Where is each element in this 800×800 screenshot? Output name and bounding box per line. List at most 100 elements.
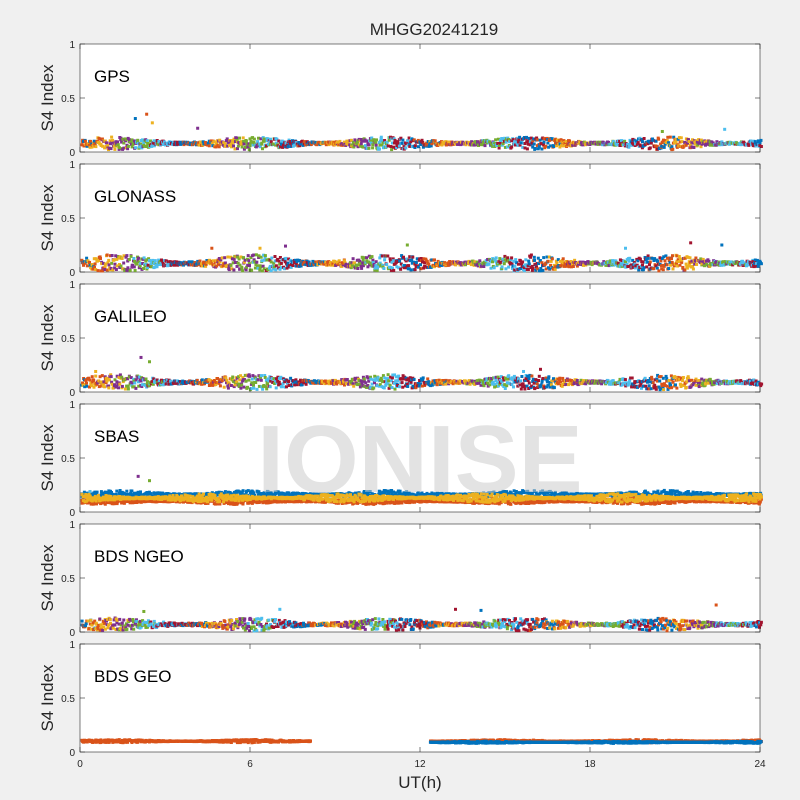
data-point [137, 266, 141, 270]
data-point [669, 383, 672, 387]
data-point [120, 257, 124, 260]
data-point [531, 139, 535, 143]
data-point [526, 379, 530, 382]
data-point [265, 144, 268, 148]
data-point [235, 264, 239, 268]
data-point [618, 377, 622, 381]
data-point [379, 135, 383, 139]
data-point [235, 136, 239, 140]
data-point [297, 380, 301, 384]
data-point [401, 385, 405, 389]
data-point [120, 384, 124, 388]
data-point [530, 268, 534, 272]
data-point [372, 386, 376, 390]
data-point [428, 140, 432, 144]
data-point [500, 265, 504, 269]
data-point [136, 138, 140, 142]
data-point [564, 382, 568, 386]
data-point [115, 384, 118, 388]
data-point [166, 260, 170, 264]
data-point [302, 381, 306, 385]
data-point [110, 261, 114, 265]
data-point [125, 254, 129, 258]
data-point [539, 142, 543, 146]
data-point [233, 383, 237, 387]
data-point [251, 136, 255, 140]
data-point [746, 379, 750, 383]
data-point [226, 140, 230, 144]
data-point-outlier [689, 241, 693, 245]
data-point [140, 267, 144, 271]
data-point [113, 262, 117, 266]
data-point [633, 381, 637, 385]
data-point [85, 384, 89, 388]
data-point [242, 140, 246, 143]
data-point [618, 265, 622, 269]
data-point [625, 262, 629, 266]
data-point [157, 258, 161, 262]
data-point [692, 146, 696, 149]
data-point [433, 139, 437, 143]
data-point [226, 490, 230, 494]
data-point [389, 145, 393, 148]
data-point [495, 264, 499, 268]
data-point [502, 385, 506, 388]
data-point [390, 260, 394, 264]
data-point [527, 387, 531, 390]
data-point [252, 253, 256, 257]
data-point [416, 491, 420, 495]
data-point [679, 136, 683, 140]
data-point [110, 254, 114, 257]
data-point [494, 138, 498, 142]
data-point [491, 380, 495, 384]
data-point [656, 147, 659, 151]
data-point [683, 256, 687, 260]
data-point [146, 263, 150, 267]
data-point [502, 139, 506, 143]
data-point [137, 145, 141, 149]
data-point [698, 379, 702, 382]
data-point [376, 376, 380, 380]
data-point [210, 381, 214, 385]
data-point [537, 145, 541, 149]
data-point [521, 145, 525, 149]
data-point [97, 385, 101, 389]
data-point [643, 376, 647, 380]
data-point [687, 379, 691, 383]
data-point [377, 384, 381, 388]
data-point [113, 266, 117, 270]
data-point [97, 259, 100, 262]
data-point [553, 267, 557, 271]
data-point [741, 259, 745, 263]
data-point [560, 262, 564, 266]
data-point [372, 263, 376, 266]
data-point [182, 143, 186, 147]
data-point-outlier [148, 360, 151, 364]
data-point [620, 383, 624, 387]
data-point [648, 146, 652, 150]
data-point [410, 145, 414, 149]
data-point [226, 144, 230, 148]
data-point [731, 263, 735, 267]
data-point [217, 145, 221, 149]
data-point [406, 385, 410, 388]
data-point [440, 143, 444, 147]
data-point [126, 377, 130, 381]
data-point [259, 375, 262, 379]
data-point [252, 141, 256, 144]
data-point [683, 141, 687, 145]
data-point [274, 264, 278, 268]
data-point [110, 140, 114, 144]
data-point [166, 143, 170, 147]
data-point [250, 141, 254, 145]
data-point [342, 259, 346, 263]
data-point [90, 375, 94, 379]
data-point [358, 385, 362, 389]
data-point [269, 260, 273, 264]
data-point [631, 258, 635, 262]
data-point [361, 384, 365, 388]
data-point [535, 138, 539, 142]
data-point [265, 258, 269, 262]
data-point [402, 266, 406, 270]
data-point [257, 384, 261, 388]
